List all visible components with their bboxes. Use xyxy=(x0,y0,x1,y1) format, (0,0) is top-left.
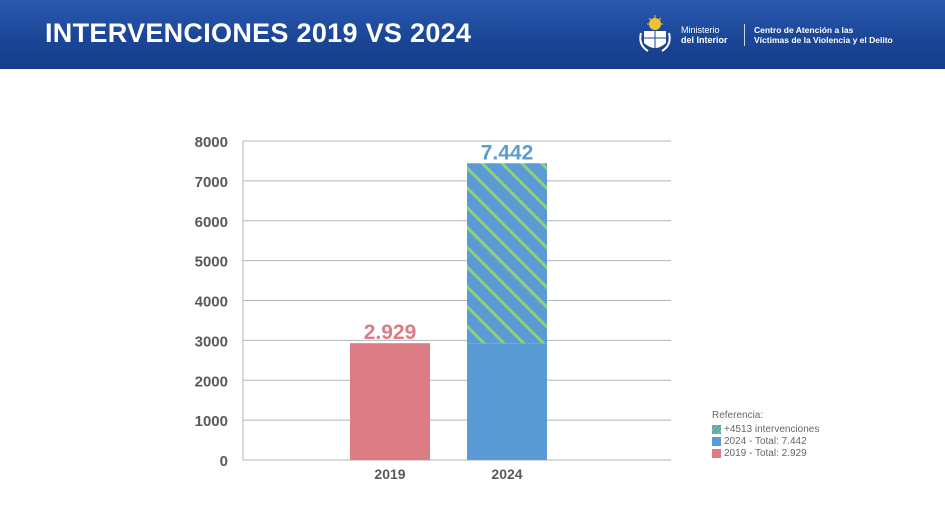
y-tick-label: 2000 xyxy=(195,373,228,390)
page-title: INTERVENCIONES 2019 VS 2024 xyxy=(45,18,472,48)
data-label-2024: 7.442 xyxy=(481,141,534,164)
bar-segment-2024 xyxy=(467,343,547,460)
gridlines xyxy=(242,140,671,461)
y-tick-label: 7000 xyxy=(195,174,228,191)
data-labels: 2.929 7.442 xyxy=(364,141,534,344)
bars xyxy=(350,163,547,460)
ministry-name: Ministerio del Interior xyxy=(681,25,728,45)
header-bar: INTERVENCIONES 2019 VS 2024 Ministerio d… xyxy=(0,0,945,69)
legend-item: 2019 - Total: 2.929 xyxy=(712,447,819,459)
y-axis-ticks: 0 1000 2000 3000 4000 5000 6000 7000 8000 xyxy=(195,134,228,470)
logo-separator xyxy=(744,24,745,46)
bar-segment-2024 xyxy=(467,163,547,344)
x-axis-ticks: 2019 2024 xyxy=(374,466,522,482)
coat-of-arms-icon xyxy=(639,15,671,52)
y-tick-label: 5000 xyxy=(195,254,228,271)
y-tick-label: 0 xyxy=(220,453,228,470)
data-label-2019: 2.929 xyxy=(364,321,417,344)
bar-segment-2019 xyxy=(350,343,430,460)
blue-swatch xyxy=(712,436,721,446)
x-tick-label: 2019 xyxy=(374,466,405,482)
y-tick-label: 8000 xyxy=(195,134,228,151)
center-name: Centro de Atención a las Víctimas de la … xyxy=(754,25,893,45)
hatch-swatch xyxy=(712,424,721,434)
legend-item: 2024 - Total: 7.442 xyxy=(712,435,819,447)
ministry-logo: Ministerio del Interior Centro de Atenci… xyxy=(638,15,928,55)
pink-swatch xyxy=(712,448,721,458)
legend: Referencia: +4513 intervenciones 2024 - … xyxy=(712,410,819,459)
legend-title: Referencia: xyxy=(712,410,764,421)
x-tick-label: 2024 xyxy=(491,466,522,482)
legend-item: +4513 intervenciones xyxy=(712,423,819,435)
y-tick-label: 6000 xyxy=(195,214,228,231)
y-tick-label: 3000 xyxy=(195,333,228,350)
y-tick-label: 4000 xyxy=(195,294,228,311)
y-tick-label: 1000 xyxy=(195,413,228,430)
